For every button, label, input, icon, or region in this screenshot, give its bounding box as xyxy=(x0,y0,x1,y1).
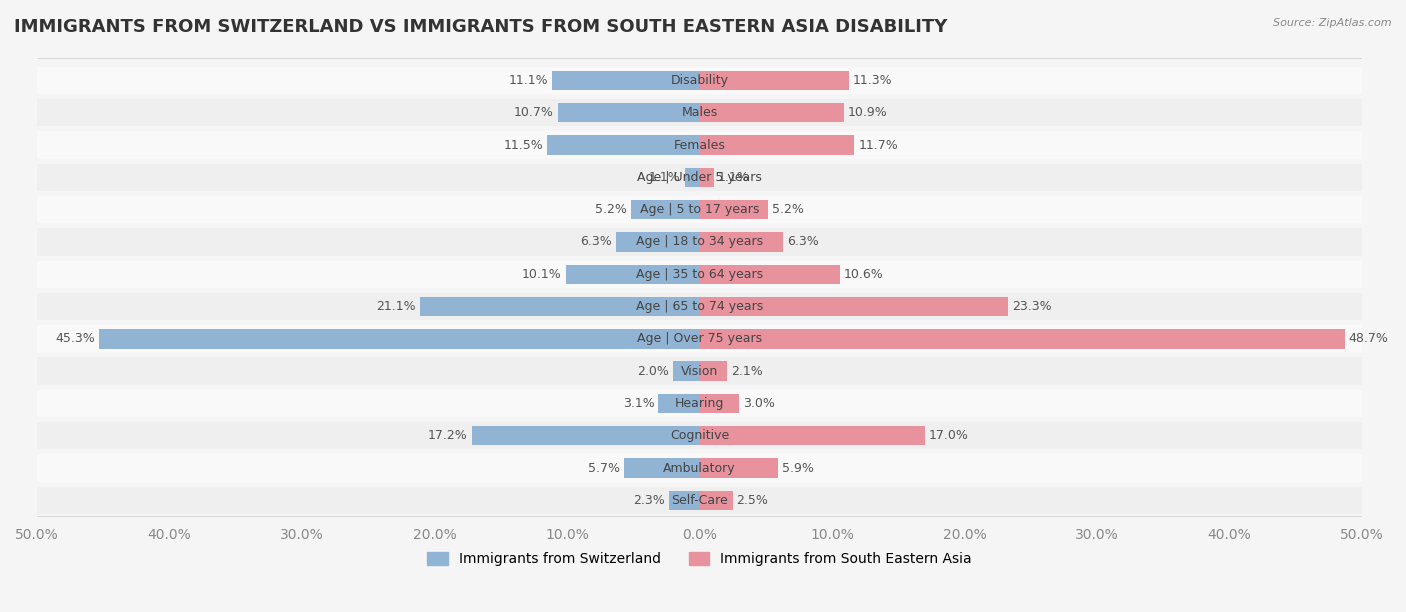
Text: 23.3%: 23.3% xyxy=(1012,300,1052,313)
Text: 6.3%: 6.3% xyxy=(581,236,612,248)
Text: Females: Females xyxy=(673,138,725,152)
Bar xyxy=(699,329,1344,348)
Text: 5.2%: 5.2% xyxy=(595,203,627,216)
Text: 3.1%: 3.1% xyxy=(623,397,654,410)
Text: Hearing: Hearing xyxy=(675,397,724,410)
Text: Age | Under 5 years: Age | Under 5 years xyxy=(637,171,762,184)
Bar xyxy=(37,357,1362,385)
Bar xyxy=(658,394,699,413)
Text: 10.7%: 10.7% xyxy=(513,106,554,119)
Text: 10.9%: 10.9% xyxy=(848,106,887,119)
Text: Cognitive: Cognitive xyxy=(669,429,730,442)
Bar xyxy=(37,261,1362,288)
Bar xyxy=(37,67,1362,94)
Bar xyxy=(699,458,778,478)
Bar xyxy=(37,228,1362,256)
Bar xyxy=(624,458,699,478)
Bar xyxy=(616,232,699,252)
Bar xyxy=(37,196,1362,223)
Text: 11.5%: 11.5% xyxy=(503,138,543,152)
Text: 1.1%: 1.1% xyxy=(650,171,681,184)
Text: 11.1%: 11.1% xyxy=(509,74,548,87)
Text: IMMIGRANTS FROM SWITZERLAND VS IMMIGRANTS FROM SOUTH EASTERN ASIA DISABILITY: IMMIGRANTS FROM SWITZERLAND VS IMMIGRANT… xyxy=(14,18,948,36)
Bar xyxy=(558,103,699,122)
Text: 3.0%: 3.0% xyxy=(744,397,775,410)
Text: 11.3%: 11.3% xyxy=(853,74,893,87)
Text: 17.0%: 17.0% xyxy=(929,429,969,442)
Bar xyxy=(37,99,1362,127)
Text: 10.1%: 10.1% xyxy=(522,267,561,281)
Text: Males: Males xyxy=(682,106,717,119)
Bar xyxy=(699,232,783,252)
Bar xyxy=(37,132,1362,159)
Bar xyxy=(669,491,699,510)
Text: 45.3%: 45.3% xyxy=(55,332,96,345)
Text: 48.7%: 48.7% xyxy=(1348,332,1389,345)
Bar xyxy=(699,426,925,446)
Bar xyxy=(699,135,855,155)
Text: 2.1%: 2.1% xyxy=(731,365,763,378)
Bar xyxy=(553,71,699,90)
Text: Age | 5 to 17 years: Age | 5 to 17 years xyxy=(640,203,759,216)
Bar xyxy=(699,394,740,413)
Text: Age | 65 to 74 years: Age | 65 to 74 years xyxy=(636,300,763,313)
Bar xyxy=(37,422,1362,449)
Text: 17.2%: 17.2% xyxy=(427,429,468,442)
Bar xyxy=(471,426,699,446)
Text: Age | 18 to 34 years: Age | 18 to 34 years xyxy=(636,236,763,248)
Bar xyxy=(699,264,839,284)
Bar xyxy=(699,168,714,187)
Text: 10.6%: 10.6% xyxy=(844,267,883,281)
Bar xyxy=(547,135,699,155)
Bar xyxy=(420,297,699,316)
Text: Vision: Vision xyxy=(681,365,718,378)
Bar xyxy=(699,103,844,122)
Bar xyxy=(699,362,727,381)
Bar xyxy=(37,325,1362,353)
Text: 11.7%: 11.7% xyxy=(859,138,898,152)
Bar xyxy=(37,454,1362,482)
Bar xyxy=(37,293,1362,320)
Bar xyxy=(37,390,1362,417)
Text: Self-Care: Self-Care xyxy=(671,494,728,507)
Bar xyxy=(37,163,1362,191)
Text: Age | 35 to 64 years: Age | 35 to 64 years xyxy=(636,267,763,281)
Legend: Immigrants from Switzerland, Immigrants from South Eastern Asia: Immigrants from Switzerland, Immigrants … xyxy=(422,547,977,572)
Text: 2.3%: 2.3% xyxy=(633,494,665,507)
Bar xyxy=(630,200,699,219)
Text: 5.2%: 5.2% xyxy=(772,203,804,216)
Text: Source: ZipAtlas.com: Source: ZipAtlas.com xyxy=(1274,18,1392,28)
Text: Ambulatory: Ambulatory xyxy=(664,461,735,474)
Text: 5.7%: 5.7% xyxy=(588,461,620,474)
Text: 5.9%: 5.9% xyxy=(782,461,814,474)
Bar xyxy=(565,264,699,284)
Text: Disability: Disability xyxy=(671,74,728,87)
Text: 1.1%: 1.1% xyxy=(718,171,749,184)
Bar xyxy=(37,487,1362,514)
Bar xyxy=(100,329,699,348)
Text: Age | Over 75 years: Age | Over 75 years xyxy=(637,332,762,345)
Bar xyxy=(699,297,1008,316)
Bar xyxy=(699,491,733,510)
Bar xyxy=(673,362,699,381)
Bar xyxy=(699,71,849,90)
Text: 6.3%: 6.3% xyxy=(787,236,818,248)
Bar xyxy=(685,168,699,187)
Text: 2.0%: 2.0% xyxy=(637,365,669,378)
Text: 2.5%: 2.5% xyxy=(737,494,769,507)
Text: 21.1%: 21.1% xyxy=(377,300,416,313)
Bar xyxy=(699,200,768,219)
